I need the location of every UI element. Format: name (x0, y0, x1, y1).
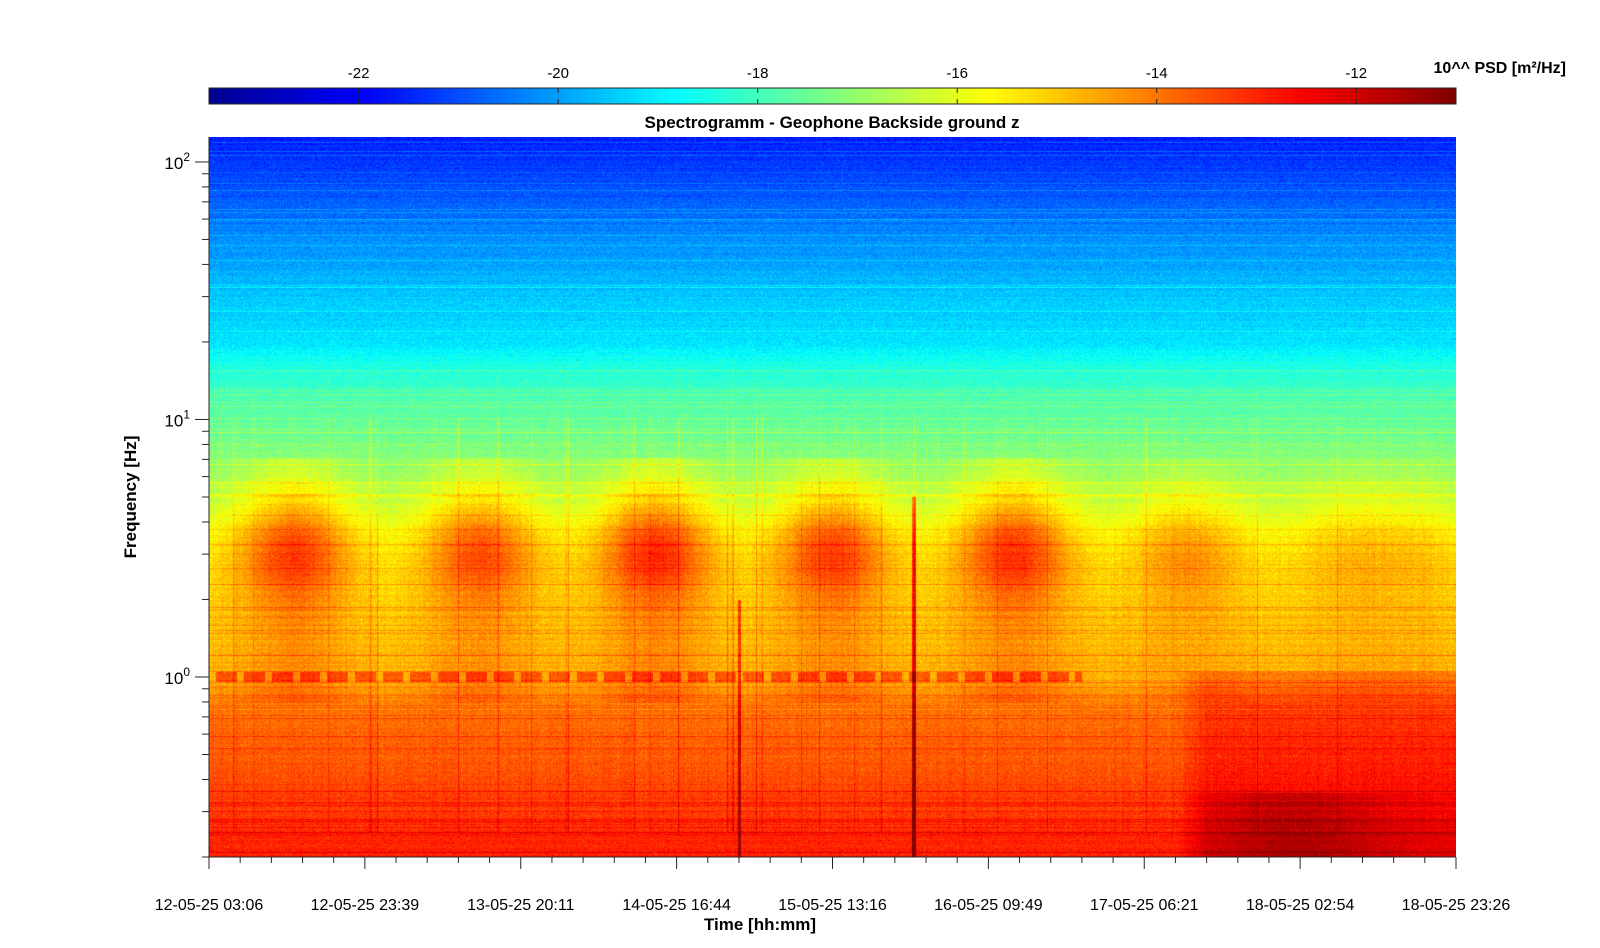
x-tick-label: 18-05-25 02:54 (1246, 897, 1355, 914)
y-tick-label: 101 (164, 407, 190, 430)
colorbar-ticks: -22 -20 -18 -16 -14 -12 (348, 65, 1367, 104)
colorbar-label: 10^^ PSD [m²/Hz] (1434, 60, 1566, 77)
y-tick-label: 100 (164, 665, 190, 688)
colorbar: -22 -20 -18 -16 -14 -12 10^^ PSD [m²/Hz] (208, 60, 1566, 105)
spectrogram-image (209, 137, 1456, 857)
x-tick-label: 13-05-25 20:11 (467, 897, 574, 914)
y-axis: 100 101 102 Frequency [Hz] (121, 137, 210, 858)
colorbar-tick-label: -14 (1146, 65, 1168, 82)
chart-title: Spectrogramm - Geophone Backside ground … (644, 113, 1019, 132)
colorbar-gradient (208, 87, 1457, 105)
colorbar-tick-label: -22 (348, 65, 370, 82)
colorbar-tick-label: -16 (946, 65, 968, 82)
y-axis-label: Frequency [Hz] (121, 436, 140, 559)
x-tick-label: 15-05-25 13:16 (778, 897, 887, 914)
x-axis-label: Time [hh:mm] (704, 915, 816, 934)
x-ticks: 12-05-25 03:06 12-05-25 23:39 13-05-25 20:… (155, 857, 1511, 914)
x-tick-label: 12-05-25 23:39 (311, 897, 420, 914)
x-tick-label: 18-05-25 23:26 (1402, 897, 1511, 914)
x-tick-label: 17-05-25 06:21 (1090, 897, 1199, 914)
colorbar-tick-label: -20 (547, 65, 569, 82)
colorbar-tick-label: -12 (1345, 65, 1367, 82)
heatmap-area (209, 137, 1456, 857)
y-tick-label: 102 (164, 150, 190, 173)
x-axis: 12-05-25 03:06 12-05-25 23:39 13-05-25 20:… (155, 856, 1511, 934)
x-tick-label: 14-05-25 16:44 (622, 897, 731, 914)
x-tick-label: 12-05-25 03:06 (155, 897, 264, 914)
y-ticks: 100 101 102 (164, 150, 209, 858)
colorbar-tick-label: -18 (747, 65, 769, 82)
x-tick-label: 16-05-25 09:49 (934, 897, 1043, 914)
